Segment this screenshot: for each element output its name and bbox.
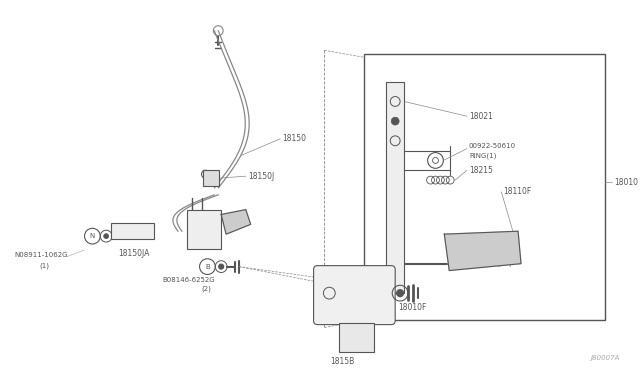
Text: B08146-6252G: B08146-6252G: [163, 278, 215, 283]
Text: 18110F: 18110F: [503, 187, 532, 196]
Text: 1815B: 1815B: [330, 357, 354, 366]
Text: 18150JA: 18150JA: [118, 249, 149, 258]
Text: (2): (2): [202, 286, 211, 292]
Text: 18010F: 18010F: [398, 304, 426, 312]
Text: RING(1): RING(1): [469, 152, 496, 159]
Bar: [204, 170, 220, 186]
Text: 18215: 18215: [469, 166, 493, 175]
Circle shape: [391, 117, 399, 125]
Text: N: N: [90, 233, 95, 239]
Circle shape: [397, 290, 404, 296]
Text: J80007A: J80007A: [590, 355, 620, 361]
Text: 18150: 18150: [282, 134, 306, 143]
Bar: [187, 209, 221, 249]
Text: 18010: 18010: [614, 177, 639, 187]
Polygon shape: [444, 231, 521, 270]
Circle shape: [104, 234, 109, 238]
Bar: [364, 54, 605, 320]
Polygon shape: [221, 209, 251, 234]
Text: B: B: [205, 264, 210, 270]
Text: N08911-1062G: N08911-1062G: [15, 252, 68, 258]
Text: 18150J: 18150J: [248, 171, 274, 181]
Text: (1): (1): [39, 262, 49, 269]
Circle shape: [219, 264, 223, 269]
Circle shape: [200, 226, 207, 232]
Text: 00922-50610: 00922-50610: [469, 143, 516, 149]
Bar: [387, 82, 404, 293]
Bar: [339, 323, 374, 352]
Bar: [111, 223, 154, 239]
FancyBboxPatch shape: [314, 266, 395, 325]
Text: 18021: 18021: [469, 112, 493, 121]
